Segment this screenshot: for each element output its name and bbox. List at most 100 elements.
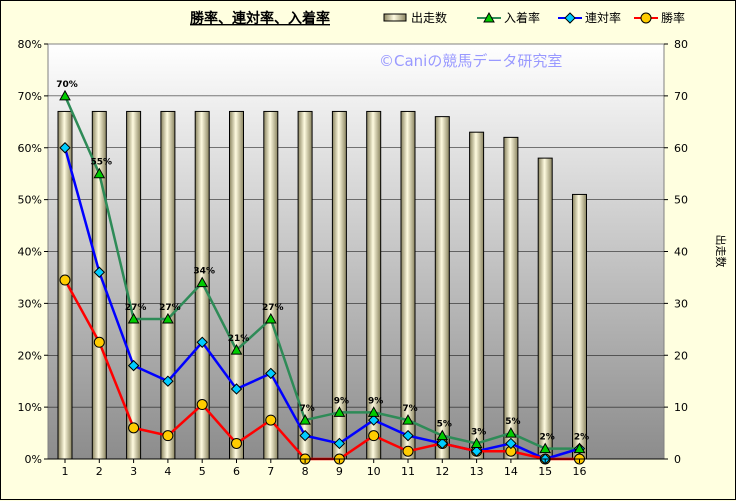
data-point	[196, 336, 208, 348]
data-label: 3%	[471, 427, 486, 437]
bar	[434, 116, 450, 460]
y-right-axis-label: 出走数	[714, 235, 728, 268]
legend-swatch	[383, 13, 407, 22]
legend-marker	[483, 11, 495, 23]
data-label: 5%	[437, 420, 452, 430]
x-tick-label: 9	[336, 465, 343, 478]
legend-label: 入着率	[504, 10, 540, 25]
data-point	[436, 437, 449, 450]
bar	[469, 131, 485, 460]
data-point	[402, 414, 414, 425]
data-point	[539, 442, 552, 454]
legend-marker	[640, 12, 652, 24]
y-left-tick-label: 70%	[18, 90, 42, 103]
y-right-tick-label: 60	[674, 142, 688, 155]
bar	[160, 110, 176, 460]
data-point	[265, 414, 277, 426]
bar	[572, 193, 587, 460]
data-label: 27%	[159, 303, 181, 313]
data-point	[59, 142, 71, 154]
data-label: 2%	[540, 433, 555, 443]
data-point	[299, 429, 311, 442]
y-left-tick-label: 30%	[18, 297, 42, 310]
data-point	[162, 312, 174, 324]
y-right-tick-label: 0	[674, 453, 681, 466]
data-point	[402, 445, 414, 457]
watermark: ©Caniの競馬データ研究室	[379, 52, 562, 70]
y-right-tick-label: 20	[674, 349, 688, 362]
y-left-tick-label: 20%	[18, 349, 42, 362]
bar	[537, 157, 553, 460]
data-point	[367, 406, 380, 417]
data-point	[162, 430, 174, 442]
x-tick-label: 4	[164, 465, 171, 478]
data-label: 27%	[262, 303, 284, 313]
x-tick-label: 12	[435, 465, 449, 478]
series-line	[63, 147, 580, 461]
y-right-tick-label: 30	[674, 297, 688, 310]
data-point	[573, 442, 586, 454]
data-label: 70%	[56, 80, 78, 90]
data-point	[196, 276, 209, 288]
y-right-tick-label: 10	[674, 401, 688, 414]
data-point	[93, 266, 106, 278]
data-label: 27%	[125, 303, 147, 313]
data-point	[333, 406, 346, 417]
data-point	[470, 445, 483, 457]
y-right-tick-label: 40	[674, 246, 688, 259]
x-tick-label: 15	[538, 465, 552, 478]
legend-label: 出走数	[411, 10, 447, 25]
data-point	[505, 427, 517, 438]
data-point	[231, 437, 242, 449]
data-point	[299, 414, 311, 425]
x-tick-label: 6	[233, 465, 240, 478]
chart-title: 勝率、連対率、入着率	[190, 10, 330, 27]
data-point	[470, 437, 483, 448]
bar	[503, 136, 519, 460]
data-point	[196, 399, 208, 411]
data-point	[265, 367, 277, 380]
y-right-tick-label: 80	[674, 38, 688, 51]
x-tick-label: 8	[302, 465, 309, 478]
y-left-tick-label: 10%	[18, 401, 42, 414]
x-tick-label: 7	[267, 465, 274, 478]
data-label: 9%	[334, 396, 349, 406]
data-label: 2%	[574, 433, 589, 443]
legend: 出走数 入着率 連対率 勝率	[383, 10, 685, 25]
data-point	[436, 429, 449, 441]
x-tick-label: 5	[199, 465, 206, 478]
data-point	[127, 312, 140, 324]
data-label: 5%	[505, 417, 520, 427]
data-label: 7%	[299, 404, 314, 414]
x-tick-label: 3	[130, 465, 137, 478]
data-point	[333, 437, 346, 450]
bar	[263, 110, 279, 460]
data-point	[59, 89, 71, 101]
data-point	[230, 383, 243, 395]
data-point	[505, 437, 517, 450]
data-label: 7%	[402, 404, 417, 414]
bar	[229, 110, 244, 460]
y-right-tick-label: 50	[674, 194, 688, 207]
y-right-tick-label: 70	[674, 90, 688, 103]
data-point	[93, 336, 105, 348]
data-label: 55%	[91, 158, 113, 168]
data-point	[59, 274, 71, 286]
y-left-tick-label: 40%	[18, 246, 42, 259]
data-label: 34%	[193, 267, 215, 277]
x-tick-label: 13	[470, 465, 484, 478]
y-left-tick-label: 0%	[25, 453, 42, 466]
y-left-tick-label: 60%	[18, 142, 42, 155]
legend-marker	[564, 12, 576, 24]
data-point	[402, 429, 414, 442]
x-tick-label: 10	[367, 465, 381, 478]
data-point	[162, 375, 174, 387]
data-point	[230, 344, 243, 355]
x-tick-label: 2	[96, 465, 103, 478]
data-point	[93, 167, 106, 179]
data-label: 9%	[368, 396, 383, 406]
legend-label: 勝率	[661, 10, 685, 25]
legend-label: 連対率	[585, 10, 621, 25]
